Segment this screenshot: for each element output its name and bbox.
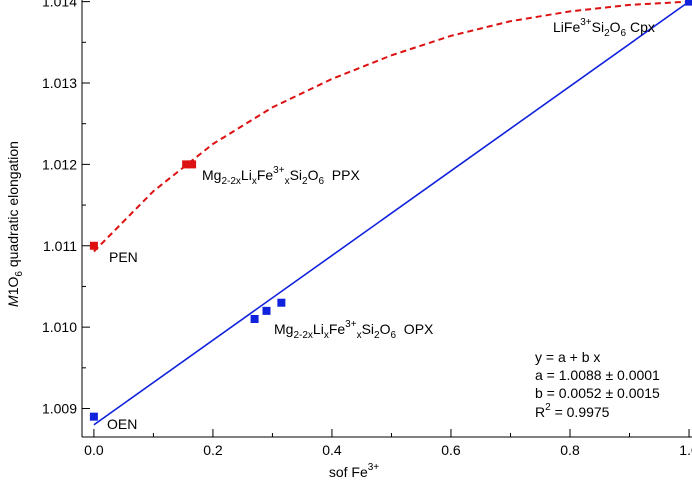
y-tick-label: 1.011 [43, 238, 77, 254]
x-tick-label: 0.0 [84, 442, 104, 458]
fit-param-a: a = 1.0088 ± 0.0001 [535, 367, 660, 383]
fit-equation: y = a + b x [535, 349, 600, 365]
y-tick-label: 1.012 [42, 156, 77, 172]
y-tick-label: 1.010 [42, 319, 77, 335]
annotation-pen: PEN [109, 249, 138, 265]
y-axis-title: M1O6 quadratic elongation [5, 141, 25, 307]
x-tick-label: 1.0 [679, 442, 692, 458]
x-axis-title: sof Fe3+ [329, 462, 379, 480]
fit-param-b: b = 0.0052 ± 0.0015 [535, 385, 660, 401]
x-tick-label: 0.6 [441, 442, 461, 458]
y-tick-label: 1.009 [42, 401, 77, 417]
annotation-oen: OEN [107, 416, 137, 432]
series-1-fit-line [93, 0, 690, 426]
x-tick-label: 0.2 [203, 442, 223, 458]
series-1-point [262, 306, 271, 315]
series-0-point [182, 160, 191, 169]
series-1-point [277, 298, 286, 307]
annotation-cpx: LiFe3+Si2O6 Cpx [553, 17, 655, 39]
annotation-opx: Mg2-2xLixFe3+xSi2O6 OPX [274, 319, 434, 341]
series-1-point [89, 412, 98, 421]
series-0-dashed-curve [93, 0, 690, 253]
annotation-ppx: Mg2-2xLixFe3+xSi2O6 PPX [202, 165, 360, 187]
x-tick-label: 0.8 [560, 442, 580, 458]
series-0-point [89, 241, 98, 250]
x-tick-label: 0.4 [322, 442, 342, 458]
plot-area: 0.0 0.2 0.4 0.6 0.8 1.0 1.009 1.010 1.011 1.012 1.… [42, 0, 692, 458]
series-0-point [188, 160, 197, 169]
fit-r-squared: R2 = 0.9975 [535, 402, 610, 420]
y-tick-label: 1.014 [42, 0, 77, 10]
series-1-point [685, 0, 692, 6]
series-1-point [250, 315, 259, 324]
y-tick-label: 1.013 [42, 75, 77, 91]
